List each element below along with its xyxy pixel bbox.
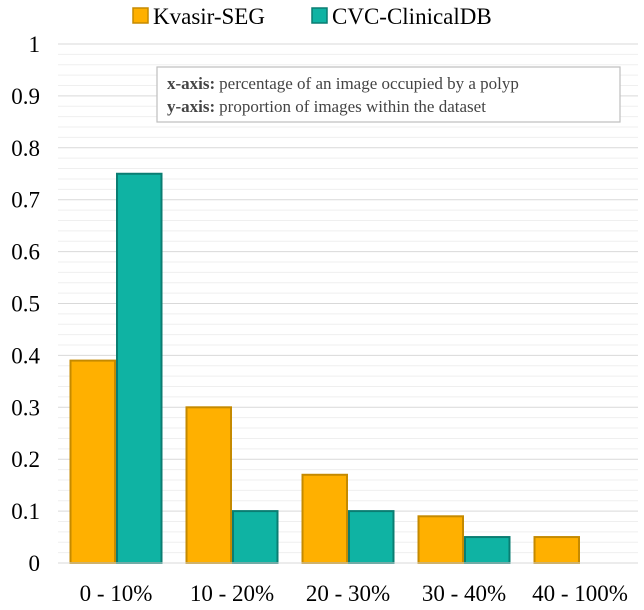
annotation-box-frame	[156, 66, 621, 123]
annotation-x-line: x-axis: percentage of an image occupied b…	[167, 74, 519, 93]
bar-cvc-clinicaldb-0	[116, 172, 163, 564]
y-axis-ticks: 0 0.1 0.2 0.3 0.4 0.5 0.6 0.7 0.8 0.9 1	[11, 32, 40, 576]
legend-label-kvasir-seg: Kvasir-SEG	[153, 4, 265, 29]
bar-kvasir-seg-3	[417, 515, 464, 564]
axis-annotation-box: x-axis: percentage of an image occupied b…	[156, 66, 621, 123]
y-tick-label: 0.3	[11, 395, 40, 420]
x-tick-label: 0 - 10%	[80, 581, 153, 606]
bar-kvasir-seg-1	[185, 406, 232, 564]
annotation-y-label: y-axis:	[167, 97, 215, 116]
x-tick-label: 10 - 20%	[190, 581, 274, 606]
x-tick-label: 20 - 30%	[306, 581, 390, 606]
x-tick-label: 40 - 100%	[532, 581, 628, 606]
legend-label-cvc-clinicaldb: CVC-ClinicalDB	[332, 4, 492, 29]
y-tick-label: 0.8	[11, 136, 40, 161]
bars	[69, 172, 580, 565]
annotation-x-text: percentage of an image occupied by a pol…	[219, 74, 519, 93]
bar-cvc-clinicaldb-3	[464, 536, 511, 564]
annotation-y-line: y-axis: proportion of images within the d…	[167, 97, 486, 116]
y-tick-label: 0.2	[11, 447, 40, 472]
annotation-x-label: x-axis:	[167, 74, 215, 93]
bar-kvasir-seg-0	[69, 359, 116, 564]
y-tick-label: 0	[29, 551, 41, 576]
y-tick-label: 0.5	[11, 292, 40, 317]
y-tick-label: 0.6	[11, 240, 40, 265]
legend-swatch-kvasir-seg	[132, 7, 149, 24]
legend: Kvasir-SEG CVC-ClinicalDB	[132, 4, 492, 29]
legend-swatch-cvc-clinicaldb	[311, 7, 328, 24]
y-tick-label: 0.9	[11, 84, 40, 109]
bar-cvc-clinicaldb-1	[232, 510, 279, 565]
x-axis-ticks: 0 - 10% 10 - 20% 20 - 30% 30 - 40% 40 - 100%	[80, 581, 628, 606]
bar-kvasir-seg-2	[301, 473, 348, 564]
y-tick-label: 1	[29, 32, 41, 57]
y-tick-label: 0.1	[11, 499, 40, 524]
y-tick-label: 0.4	[11, 343, 40, 368]
annotation-y-text: proportion of images within the dataset	[219, 97, 486, 116]
bar-cvc-clinicaldb-2	[348, 510, 395, 565]
bar-kvasir-seg-4	[533, 536, 580, 564]
y-tick-label: 0.7	[11, 188, 40, 213]
x-tick-label: 30 - 40%	[422, 581, 506, 606]
